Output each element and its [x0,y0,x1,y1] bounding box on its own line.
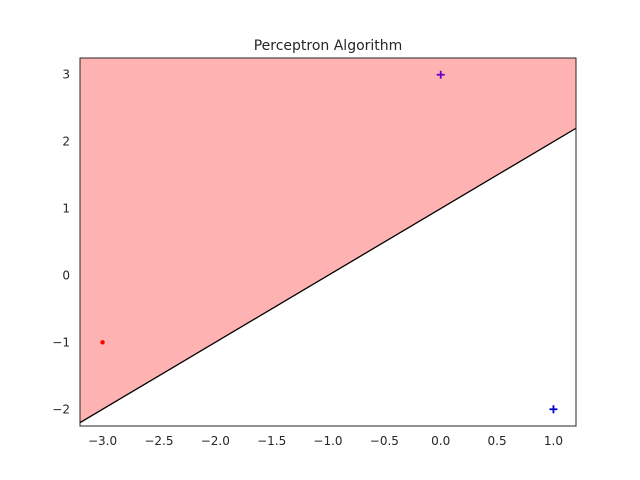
x-tick-label: 1.0 [544,434,563,448]
axes: −3.0 −2.5 −2.0 −1.5 −1.0 −0.5 0.0 0.5 1.0 −2 −1 0 1 2… [52,57,577,448]
y-tick-label: 1 [62,202,70,216]
decision-region [80,58,576,423]
data-point [100,340,105,345]
y-tick-label: −1 [52,335,70,349]
x-tick-label: −3.0 [88,434,117,448]
x-tick-label: −0.5 [370,434,399,448]
plot-area [80,58,576,424]
data-point-plus [549,405,558,414]
y-tick-label: 2 [62,135,70,149]
y-tick-label: 3 [62,68,70,82]
y-tick-label: −2 [52,402,70,416]
data-point-plus [436,70,445,79]
x-tick-label: −1.0 [313,434,342,448]
chart-title: Perceptron Algorithm [254,38,403,54]
x-tick-label: −2.0 [201,434,230,448]
x-tick-label: −2.5 [144,434,173,448]
y-tick-label: 0 [62,268,70,282]
x-tick-label: −1.5 [257,434,286,448]
x-tick-label: 0.0 [431,434,450,448]
x-tick-label: 0.5 [488,434,507,448]
decision-boundary-line [80,127,576,424]
plot-frame [79,57,577,427]
